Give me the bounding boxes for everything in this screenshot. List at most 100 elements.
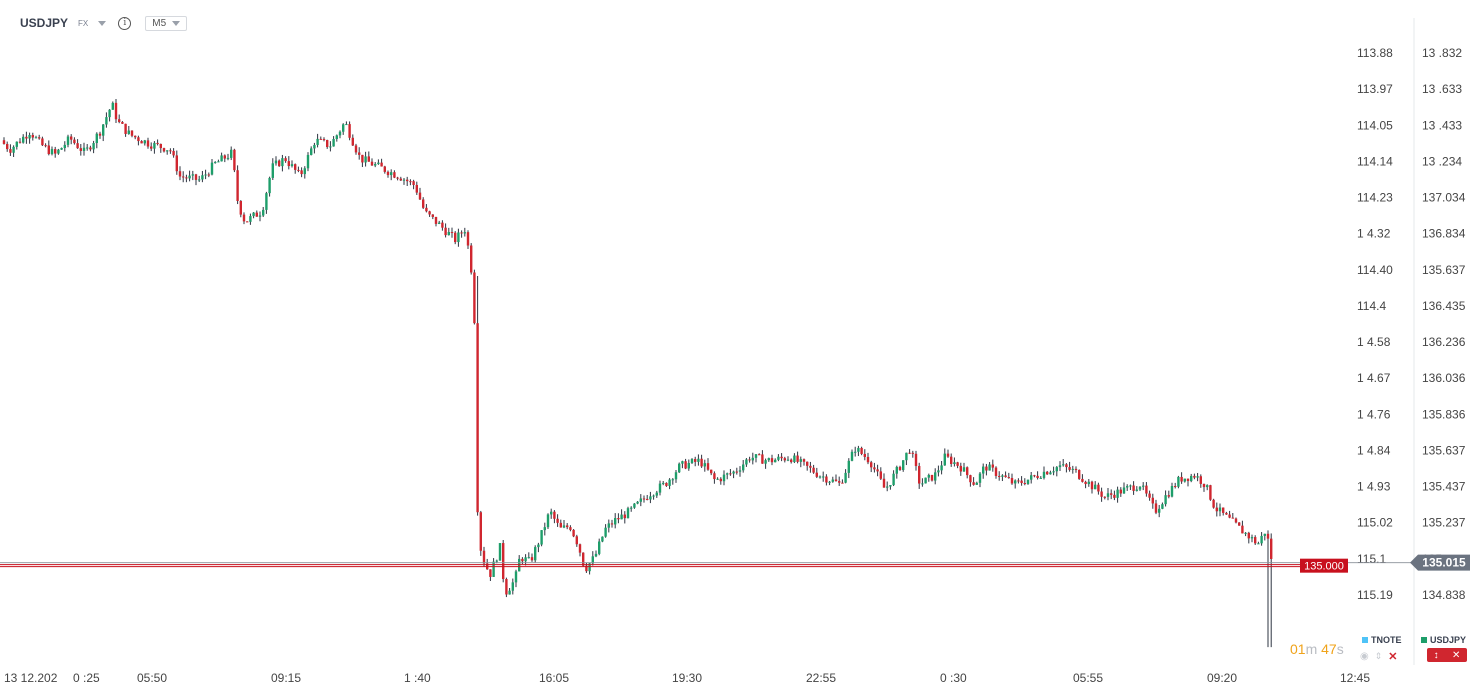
right-axis-tick: 13 .633 bbox=[1422, 82, 1462, 96]
candle-body bbox=[665, 482, 668, 486]
candle-body bbox=[1183, 478, 1186, 482]
candle-body bbox=[12, 146, 15, 153]
candle-body bbox=[236, 170, 239, 201]
chart-header: USDJPY FX i M5 bbox=[20, 14, 188, 32]
candle-body bbox=[351, 137, 354, 146]
candle-body bbox=[812, 467, 815, 473]
info-icon[interactable]: i bbox=[118, 16, 132, 30]
legend-item-usdjpy[interactable]: USDJPY bbox=[1421, 635, 1466, 645]
candle-body bbox=[1209, 485, 1212, 500]
legend-item-tnote[interactable]: TNOTE bbox=[1362, 635, 1402, 645]
candle-body bbox=[185, 177, 188, 179]
candle-body bbox=[847, 460, 850, 473]
candle-body bbox=[1100, 491, 1103, 497]
time-axis[interactable]: 13 12.202 0 :25 05:50 09:15 1 :40 16:05 19:30 2… bbox=[4, 671, 1370, 685]
candle-body bbox=[1087, 481, 1090, 485]
candle-body bbox=[994, 467, 998, 476]
candle-body bbox=[1078, 469, 1081, 479]
right-axis-tick: 13 .234 bbox=[1422, 154, 1462, 168]
candle-settings-icon[interactable]: ↕ bbox=[1433, 649, 1439, 661]
candle-body bbox=[364, 156, 367, 163]
candle-body bbox=[367, 156, 370, 162]
candle-body bbox=[409, 181, 412, 183]
candle-body bbox=[700, 458, 703, 467]
candle-body bbox=[924, 477, 927, 484]
candle-body bbox=[642, 498, 646, 500]
left-axis-tick: 115.19 bbox=[1357, 588, 1393, 602]
candle-body bbox=[6, 143, 9, 150]
close-icon[interactable]: ✕ bbox=[1388, 651, 1398, 663]
left-price-axis[interactable]: 113.88 113.97 114.05 114.14 114.23 1 4.32 114.… bbox=[1357, 46, 1393, 602]
candle-body bbox=[1046, 471, 1049, 475]
candle-body bbox=[1110, 493, 1113, 495]
candle-body bbox=[982, 466, 985, 474]
eye-icon[interactable]: ◉ bbox=[1360, 651, 1369, 662]
candle-body bbox=[978, 473, 982, 483]
candle-body bbox=[79, 148, 82, 151]
candle-body bbox=[162, 148, 166, 152]
candle-body bbox=[447, 232, 450, 236]
legend-swatch-tnote bbox=[1362, 637, 1368, 643]
candle-body bbox=[1263, 533, 1266, 536]
right-axis-tick: 13 .433 bbox=[1422, 118, 1462, 132]
right-axis-tick: 135.237 bbox=[1422, 516, 1466, 530]
candle-body bbox=[1238, 522, 1241, 526]
candle-body bbox=[111, 102, 114, 110]
candle-body bbox=[658, 483, 662, 493]
candle-body bbox=[639, 498, 642, 502]
symbol-dropdown-icon[interactable] bbox=[98, 20, 107, 26]
level-tag[interactable] bbox=[1300, 558, 1348, 573]
candle-body bbox=[1030, 475, 1033, 480]
candle-body bbox=[383, 166, 386, 172]
candle-body bbox=[166, 150, 169, 152]
candle-body bbox=[748, 459, 751, 461]
close-icon[interactable]: ✕ bbox=[1451, 649, 1461, 661]
candle-body bbox=[1020, 480, 1023, 484]
candle-body bbox=[1138, 486, 1142, 490]
candle-body bbox=[649, 496, 652, 500]
candle-body bbox=[1039, 477, 1042, 479]
candle-body bbox=[31, 134, 34, 138]
candle-body bbox=[646, 498, 649, 500]
candle-body bbox=[694, 459, 697, 462]
candle-body bbox=[879, 471, 882, 479]
left-axis-tick: 115.1 bbox=[1357, 552, 1386, 566]
candle-body bbox=[425, 207, 428, 212]
candle-body bbox=[937, 470, 940, 473]
candle-body bbox=[1071, 468, 1074, 470]
candle-body bbox=[578, 544, 582, 553]
candle-body bbox=[559, 522, 562, 528]
right-price-axis[interactable]: 13 .832 13 .633 13 .433 13 .234 137.034 136.8… bbox=[1413, 18, 1466, 665]
candle-body bbox=[1177, 476, 1180, 487]
candle-body bbox=[1257, 543, 1260, 545]
candle-body bbox=[556, 518, 559, 523]
candle-body bbox=[191, 174, 194, 176]
candle-body bbox=[73, 139, 76, 144]
candle-body bbox=[985, 466, 988, 471]
candle-body bbox=[22, 136, 25, 143]
candle-body bbox=[335, 135, 338, 140]
candle-body bbox=[537, 544, 540, 548]
candle-body bbox=[28, 134, 31, 139]
symbol-label[interactable]: USDJPY bbox=[20, 16, 69, 30]
candle-body bbox=[950, 456, 953, 464]
x-axis-tick: 16:05 bbox=[539, 671, 569, 685]
candle-body bbox=[121, 121, 124, 124]
sort-arrows-icon[interactable]: ⇕ bbox=[1374, 651, 1383, 661]
candle-body bbox=[681, 461, 684, 464]
candle-body bbox=[889, 485, 892, 487]
candle-body bbox=[98, 133, 102, 136]
candle-body bbox=[633, 503, 636, 508]
candle-body bbox=[953, 462, 956, 464]
candle-body bbox=[370, 161, 374, 166]
candle-body bbox=[553, 511, 556, 519]
candle-body bbox=[156, 142, 159, 144]
x-axis-tick: 05:55 bbox=[1073, 671, 1103, 685]
timeframe-select[interactable]: M5 bbox=[145, 15, 188, 31]
candle-body bbox=[841, 482, 844, 484]
candle-body bbox=[102, 124, 105, 136]
candle-body bbox=[934, 472, 937, 481]
candle-body bbox=[95, 133, 98, 144]
candle-body bbox=[242, 214, 246, 222]
